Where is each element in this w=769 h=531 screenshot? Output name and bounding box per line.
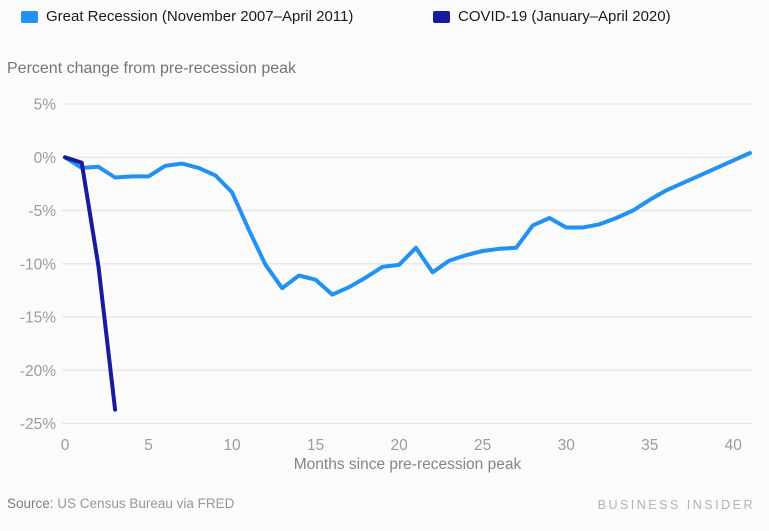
brand-logo: BUSINESS INSIDER: [597, 498, 755, 512]
x-tick-label: 5: [144, 437, 153, 454]
x-tick-label: 10: [223, 437, 241, 454]
chart-subtitle: Percent change from pre-recession peak: [7, 60, 297, 77]
y-tick-label: -5%: [28, 203, 56, 220]
x-tick-label: 15: [307, 437, 324, 454]
series-line-great-recession: [63, 151, 752, 297]
legend-label-great-recession: Great Recession (November 2007–April 201…: [46, 8, 354, 25]
y-tick-label: -10%: [20, 256, 56, 273]
series-line-covid-19: [63, 155, 118, 412]
legend-item-covid-19: COVID-19 (January–April 2020): [433, 8, 671, 25]
x-tick-label: 0: [61, 437, 70, 454]
x-tick-label: 20: [391, 437, 409, 454]
y-tick-label: -20%: [20, 363, 56, 380]
legend-item-great-recession: Great Recession (November 2007–April 201…: [21, 8, 353, 25]
x-tick-label: 40: [725, 437, 743, 454]
legend: Great Recession (November 2007–April 201…: [0, 0, 769, 34]
source-text: US Census Bureau via FRED: [57, 496, 235, 511]
x-tick-label: 30: [558, 437, 576, 454]
y-tick-label: 0%: [34, 150, 57, 167]
y-tick-label: -25%: [20, 416, 56, 433]
source-note: Source: US Census Bureau via FRED: [7, 496, 234, 511]
source-label: Source:: [7, 496, 54, 511]
x-tick-label: 25: [474, 437, 491, 454]
x-axis-title: Months since pre-recession peak: [293, 456, 522, 473]
y-tick-label: -15%: [20, 310, 56, 327]
y-tick-label: 5%: [34, 97, 57, 114]
legend-label-covid-19: COVID-19 (January–April 2020): [458, 8, 671, 25]
legend-swatch-great-recession: [21, 10, 38, 23]
x-tick-label: 35: [641, 437, 658, 454]
legend-swatch-covid-19: [433, 10, 450, 23]
